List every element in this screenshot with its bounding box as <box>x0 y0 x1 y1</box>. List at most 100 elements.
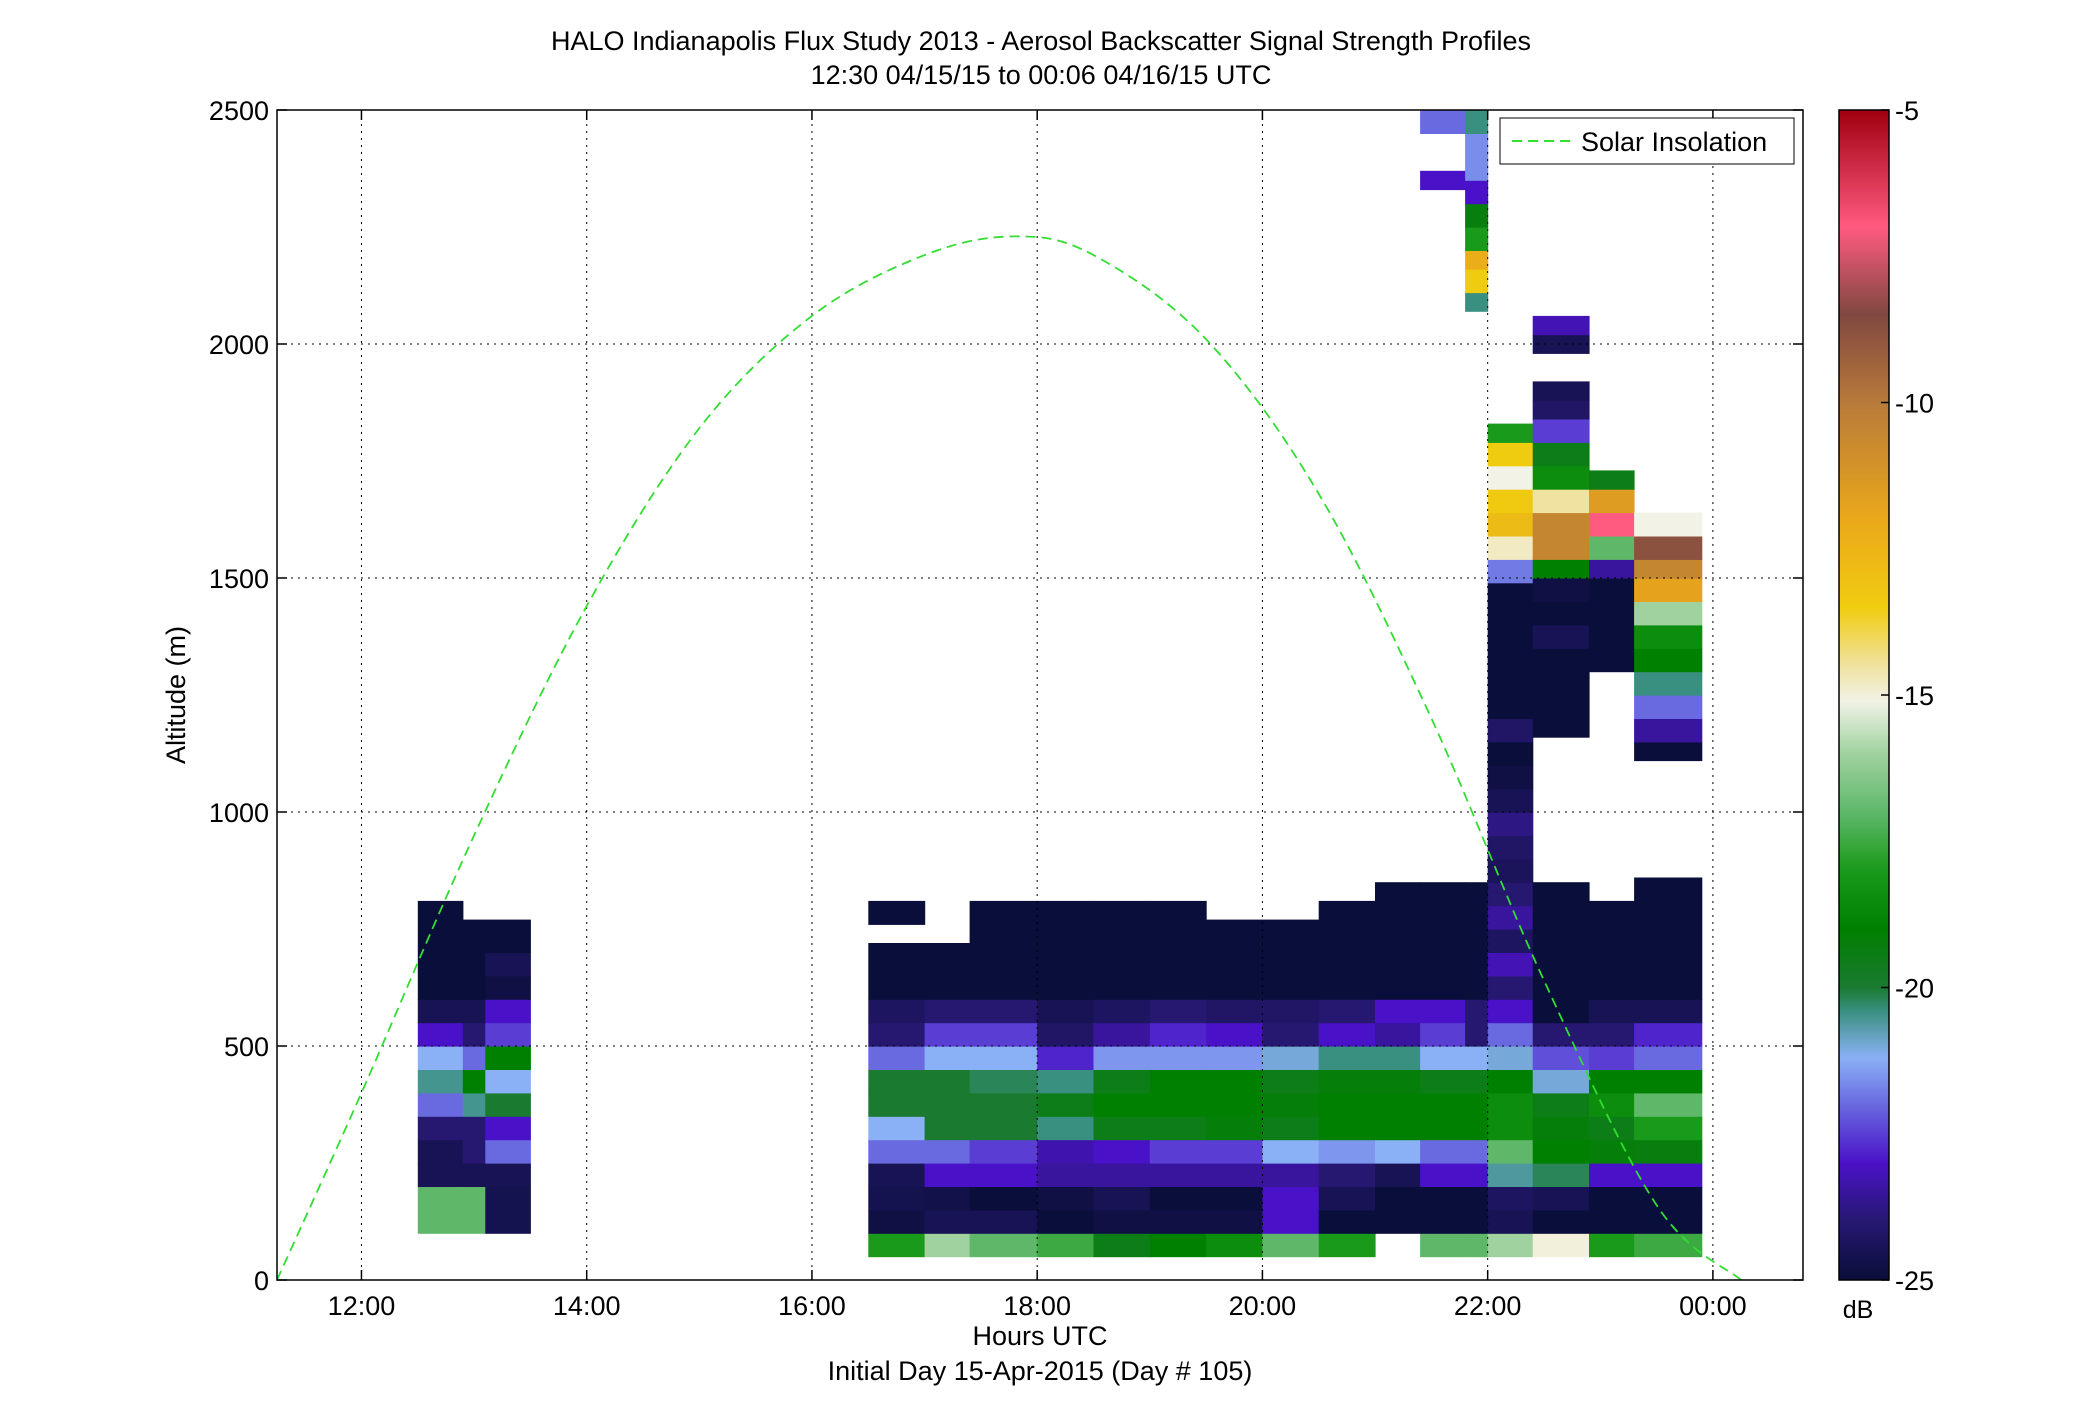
heatmap-cell <box>1634 535 1703 560</box>
heatmap-cell <box>868 1069 926 1094</box>
heatmap-cell <box>1206 1209 1263 1234</box>
heatmap-cell <box>924 1209 971 1234</box>
heatmap-cell <box>462 1186 486 1234</box>
plot-frame <box>276 109 1804 1281</box>
heatmap-cell <box>1420 1209 1466 1234</box>
colorbar-tick-label: -10 <box>1895 389 1934 419</box>
heatmap-cell <box>462 1092 486 1117</box>
heatmap-cell <box>1375 882 1421 1000</box>
heatmap-cell <box>1589 578 1635 673</box>
heatmap-cell <box>1589 470 1635 490</box>
heatmap-cell <box>1318 999 1376 1024</box>
heatmap-cell <box>1375 1092 1421 1117</box>
heatmap-cell <box>924 943 971 1000</box>
heatmap-cell <box>1532 624 1590 649</box>
heatmap-cell <box>1375 1116 1421 1141</box>
heatmap-cell <box>1420 1233 1466 1258</box>
y-tick-label: 1500 <box>209 564 269 594</box>
heatmap-cell <box>1318 1092 1376 1117</box>
heatmap-cell <box>1262 1209 1320 1234</box>
heatmap-cell <box>1262 1163 1320 1187</box>
heatmap-cell <box>1037 1092 1095 1117</box>
heatmap-cell <box>1487 442 1534 467</box>
heatmap-cell <box>1487 1209 1534 1234</box>
heatmap-cell <box>1589 1209 1635 1234</box>
heatmap-cell <box>1149 1186 1207 1211</box>
heatmap-cell <box>1206 919 1263 1000</box>
heatmap-cell <box>1465 1233 1489 1258</box>
heatmap-cell <box>1149 1163 1207 1187</box>
heatmap-cell <box>868 943 926 1000</box>
heatmap-cell <box>1487 1116 1534 1141</box>
y-tick-label: 0 <box>254 1266 269 1296</box>
heatmap-cell <box>1589 1046 1635 1070</box>
heatmap-cell <box>1589 1139 1635 1164</box>
heatmap-cell <box>1487 1069 1534 1094</box>
heatmap-cell <box>1532 559 1590 579</box>
heatmap-cell <box>1149 1022 1207 1047</box>
heatmap-cell <box>1589 1022 1635 1047</box>
heatmap-cell <box>1206 1116 1263 1141</box>
heatmap-cell <box>1634 718 1703 743</box>
heatmap-cell <box>1420 1163 1466 1187</box>
heatmap-cell <box>1262 1046 1320 1070</box>
heatmap-cell <box>868 1022 926 1047</box>
heatmap-cell <box>1487 1046 1534 1070</box>
heatmap-cell <box>1634 1022 1703 1047</box>
heatmap-cell <box>1037 1139 1095 1164</box>
heatmap-cell <box>1532 334 1590 354</box>
chart-title: HALO Indianapolis Flux Study 2013 - Aero… <box>551 26 1531 56</box>
solar-insolation-layer <box>276 235 1742 1281</box>
heatmap-cell <box>969 1092 1038 1117</box>
heatmap-cell <box>1149 900 1207 1000</box>
heatmap-cell <box>1465 1186 1489 1211</box>
heatmap-cell <box>1487 905 1534 930</box>
heatmap-cell <box>1318 1022 1376 1047</box>
heatmap-cell <box>1206 1069 1263 1094</box>
heatmap-cell <box>417 1139 464 1164</box>
heatmap-cell <box>1262 1092 1320 1117</box>
heatmap-cell <box>1206 1022 1263 1047</box>
heatmap-cell <box>462 1069 486 1094</box>
heatmap-cell <box>1487 1139 1534 1164</box>
heatmap-cell <box>1532 1092 1590 1117</box>
heatmap-cell <box>1465 1069 1489 1094</box>
heatmap-cell <box>1532 648 1590 677</box>
heatmap-cell <box>1634 578 1703 602</box>
heatmap-cell <box>1093 1163 1151 1187</box>
heatmap-cell <box>1487 1163 1534 1187</box>
heatmap-cell <box>1634 601 1703 626</box>
heatmap-cell <box>1093 999 1151 1024</box>
heatmap-cell <box>1487 975 1534 1000</box>
heatmap-cell <box>1420 1186 1466 1211</box>
heatmap-cell <box>924 1186 971 1211</box>
heatmap-cell <box>1318 1186 1376 1211</box>
heatmap-cell <box>1465 250 1489 270</box>
x-tick-label: 22:00 <box>1454 1291 1522 1321</box>
heatmap-cell <box>1532 882 1590 1024</box>
heatmap-cell <box>1375 1022 1421 1047</box>
heatmap-cell <box>1487 718 1534 743</box>
heatmap-cell <box>1589 1163 1635 1187</box>
heatmap-cell <box>1532 1069 1590 1094</box>
heatmap-cell <box>1206 1233 1263 1258</box>
heatmap-cell <box>1037 1046 1095 1070</box>
y-axis-label: Altitude (m) <box>161 626 191 764</box>
heatmap-cell <box>1532 1209 1590 1234</box>
heatmap-cell <box>1487 1186 1534 1211</box>
heatmap-cell <box>969 1069 1038 1094</box>
heatmap-cell <box>1206 999 1263 1024</box>
heatmap-cell <box>1149 1209 1207 1234</box>
heatmap-cell <box>485 1046 531 1070</box>
heatmap-cell <box>1487 952 1534 977</box>
heatmap-cell <box>1465 1116 1489 1141</box>
y-tick-label: 2500 <box>209 96 269 126</box>
heatmap-cell <box>1318 1069 1376 1094</box>
heatmap-cell <box>485 919 531 953</box>
heatmap-cell <box>1465 1209 1489 1234</box>
heatmap-cell <box>868 1139 926 1164</box>
heatmap-cell <box>462 999 486 1024</box>
heatmap-cell <box>1262 1233 1320 1258</box>
heatmap-cell <box>1634 695 1703 719</box>
